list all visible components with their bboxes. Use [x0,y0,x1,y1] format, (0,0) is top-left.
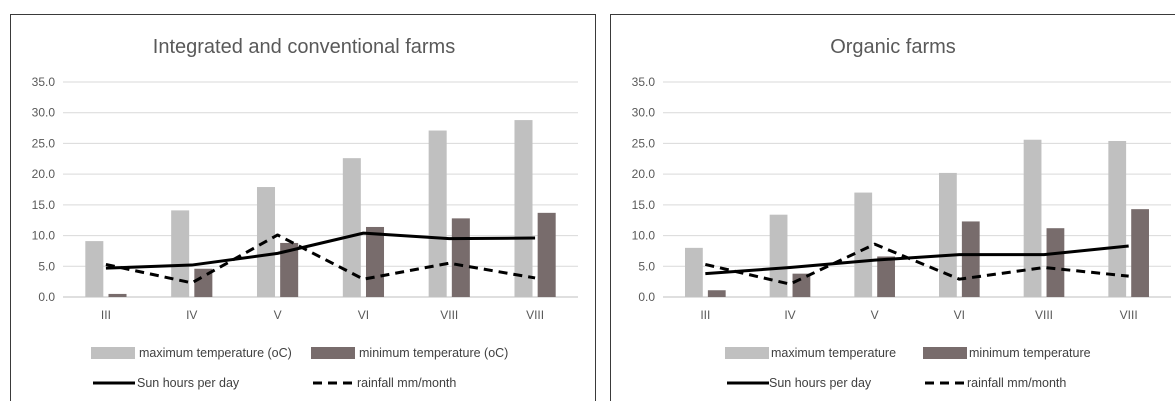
bar-min-temperature [1046,228,1065,297]
y-tick-label: 10.0 [32,229,56,243]
bar-max-temperature [85,241,104,297]
legend-swatch [91,347,135,359]
y-tick-label: 30.0 [32,106,56,120]
bar-min-temperature [537,212,556,297]
bar-max-temperature [342,158,361,297]
chart-title: Organic farms [830,36,956,58]
x-tick-label: IV [186,308,197,322]
bar-min-temperature [194,268,213,297]
chart-panel-integrated-conventional: Integrated and conventional farms 0.0 5.0 1… [10,14,596,401]
y-tick-label: 20.0 [32,167,56,181]
x-tick-label: III [700,308,710,322]
chart-title: Integrated and conventional farms [153,36,455,58]
x-tick-label: VIII [1035,308,1053,322]
y-tick-label: 20.0 [632,167,656,181]
legend-swatch [923,347,967,359]
bar-max-temperature [428,130,447,297]
x-tick-label: IV [784,308,795,322]
y-tick-label: 5.0 [38,259,55,273]
x-tick-label: VI [358,308,369,322]
bar-max-temperature [171,210,190,297]
y-tick-label: 35.0 [32,75,56,89]
y-tick-label: 5.0 [638,259,655,273]
x-tick-label: III [101,308,111,322]
legend-label: maximum temperature (oC) [139,346,292,360]
bar-max-temperature [854,192,873,297]
y-tick-label: 25.0 [32,136,56,150]
bar-max-temperature [685,247,703,297]
bar-min-temperature [365,226,385,297]
legend-label: maximum temperature [771,346,896,360]
y-tick-label: 0.0 [638,290,655,304]
bar-max-temperature [1108,140,1127,297]
bar-max-temperature [769,214,788,297]
legend-label: Sun hours per day [769,376,872,390]
y-tick-label: 15.0 [632,198,656,212]
bar-min-temperature [1131,209,1149,297]
legend-label: rainfall mm/month [357,376,456,390]
chart-panel-organic: Organic farms 0.0 5.0 10.0 15.0 20.0 25.0 30.0 3… [610,14,1175,401]
bar-min-temperature [451,218,470,297]
y-tick-label: 30.0 [632,106,656,120]
x-tick-label: V [274,308,282,322]
y-tick-label: 0.0 [38,290,55,304]
x-tick-label: VIII [1120,308,1138,322]
bar-min-temperature [280,242,299,297]
legend-swatch [725,347,769,359]
legend-label: minimum temperature [969,346,1091,360]
x-tick-label: V [871,308,879,322]
y-tick-label: 25.0 [632,136,656,150]
chart-organic: Organic farms 0.0 5.0 10.0 15.0 20.0 25.0 30.0 3… [632,36,1171,390]
legend-label: Sun hours per day [137,376,240,390]
legend-label: rainfall mm/month [967,376,1066,390]
x-tick-label: VIII [526,308,544,322]
bar-min-temperature [877,256,895,297]
legend-swatch [311,347,355,359]
chart-integrated-conventional: Integrated and conventional farms 0.0 5.0 1… [32,36,578,390]
x-tick-label: VIII [440,308,458,322]
y-tick-label: 15.0 [32,198,56,212]
legend-label: minimum temperature (oC) [359,346,508,360]
line-sun-hours [105,231,536,270]
x-tick-label: VI [954,308,965,322]
y-tick-label: 35.0 [632,75,656,89]
bar-max-temperature [514,120,533,297]
bar-min-temperature [961,221,980,297]
line-rainfall [704,242,1129,286]
line-sun-hours [705,244,1129,276]
bar-min-temperature [707,290,726,297]
bar-min-temperature [108,293,127,297]
bar-max-temperature [1023,139,1042,297]
bar-max-temperature [939,172,957,297]
y-tick-label: 10.0 [632,229,656,243]
